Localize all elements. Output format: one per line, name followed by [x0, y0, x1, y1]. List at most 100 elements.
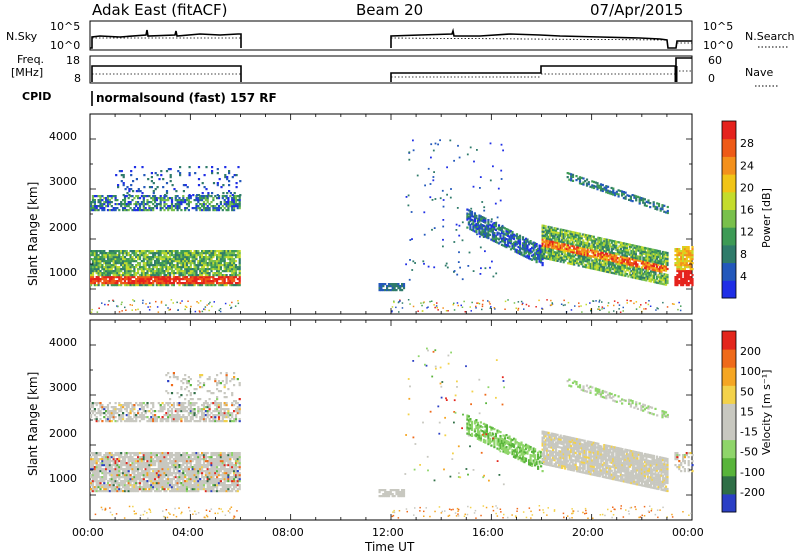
velocity-panel: Slant Range [km] 4000 3000 2000 1000 200…	[26, 319, 773, 521]
power-cell	[469, 218, 472, 221]
velocity-cell	[150, 484, 153, 487]
power-cell	[97, 205, 100, 208]
velocity-cell	[167, 452, 170, 455]
velocity-cell	[138, 480, 142, 483]
power-cell	[657, 269, 660, 273]
power-cell	[140, 250, 143, 253]
power-cell	[676, 264, 679, 267]
power-cell	[131, 199, 134, 202]
power-cell	[231, 301, 233, 304]
power-cell	[234, 260, 238, 263]
power-cell	[101, 268, 104, 271]
velocity-cell	[108, 460, 111, 463]
power-cell	[140, 276, 143, 279]
power-cell	[648, 249, 651, 253]
velocity-cell	[103, 474, 106, 477]
power-cell	[212, 256, 215, 259]
power-cell	[654, 267, 657, 270]
power-cell	[562, 249, 565, 252]
power-cell	[654, 249, 657, 252]
power-cell	[106, 252, 110, 255]
power-cell	[182, 270, 185, 273]
velocity-cell	[182, 468, 185, 471]
power-cell	[469, 220, 472, 223]
power-cell	[479, 225, 482, 228]
power-cell	[515, 241, 519, 244]
power-cell	[407, 194, 410, 197]
power-cell	[142, 274, 145, 277]
power-cell	[627, 269, 630, 272]
power-cell	[547, 251, 550, 254]
velocity-cell	[176, 472, 179, 475]
power-cell	[651, 268, 654, 271]
power-cell	[97, 201, 100, 204]
power-cell	[165, 266, 168, 269]
velocity-cell	[148, 460, 151, 463]
power-cell	[204, 199, 207, 202]
velocity-cell	[180, 482, 183, 485]
power-cell	[561, 246, 564, 249]
power-cell	[187, 272, 190, 275]
power-cell	[558, 242, 561, 245]
power-cell	[571, 255, 574, 258]
power-cell	[140, 252, 143, 255]
velocity-cell	[110, 466, 113, 469]
power-cell	[657, 267, 660, 271]
power-cell	[193, 284, 196, 287]
power-cell	[238, 270, 241, 273]
power-cell	[210, 201, 213, 204]
velocity-cell	[127, 488, 130, 491]
power-cell	[666, 253, 669, 257]
power-cell	[687, 278, 690, 281]
power-cell	[176, 264, 179, 267]
power-cell	[138, 268, 142, 271]
power-cell	[120, 201, 123, 204]
velocity-cell	[127, 458, 130, 461]
power-cell	[223, 260, 226, 263]
power-cell	[473, 160, 475, 163]
power-cell	[184, 272, 187, 275]
power-cell	[129, 262, 132, 265]
power-cell	[123, 258, 127, 261]
power-cell	[597, 236, 600, 239]
power-cell	[103, 278, 106, 281]
power-cell	[562, 239, 565, 242]
power-cell	[106, 276, 110, 279]
power-cell	[197, 184, 201, 187]
velocity-cell	[112, 486, 115, 489]
velocity-cell	[131, 484, 134, 487]
power-cell	[208, 254, 211, 257]
velocity-cell	[110, 472, 113, 475]
power-cell	[585, 252, 588, 255]
power-cell	[182, 250, 185, 253]
power-cell	[615, 266, 618, 269]
power-cell	[99, 203, 102, 206]
power-cell	[585, 254, 588, 257]
power-cell	[128, 188, 131, 191]
power-cell	[624, 262, 627, 265]
power-cell	[685, 260, 688, 263]
velocity-cell	[152, 468, 155, 471]
power-cell	[193, 270, 196, 273]
power-cell	[112, 272, 115, 275]
velocity-cell	[135, 454, 138, 457]
power-cell	[170, 207, 174, 210]
power-cell	[639, 245, 642, 249]
power-cell	[660, 264, 663, 267]
power-cell	[547, 243, 550, 246]
power-cell	[154, 201, 157, 204]
power-cell	[494, 228, 497, 231]
power-cell	[476, 233, 478, 236]
power-cell	[156, 174, 159, 177]
power-cell	[613, 258, 616, 261]
power-cell	[167, 207, 170, 210]
power-cell	[144, 252, 147, 255]
power-cell	[637, 265, 640, 268]
power-cell	[120, 203, 123, 206]
power-cell	[101, 207, 104, 210]
power-cell	[193, 254, 196, 257]
power-cell	[203, 186, 206, 189]
power-cell	[191, 260, 194, 263]
velocity-cell	[101, 486, 104, 489]
power-cell	[214, 264, 217, 267]
